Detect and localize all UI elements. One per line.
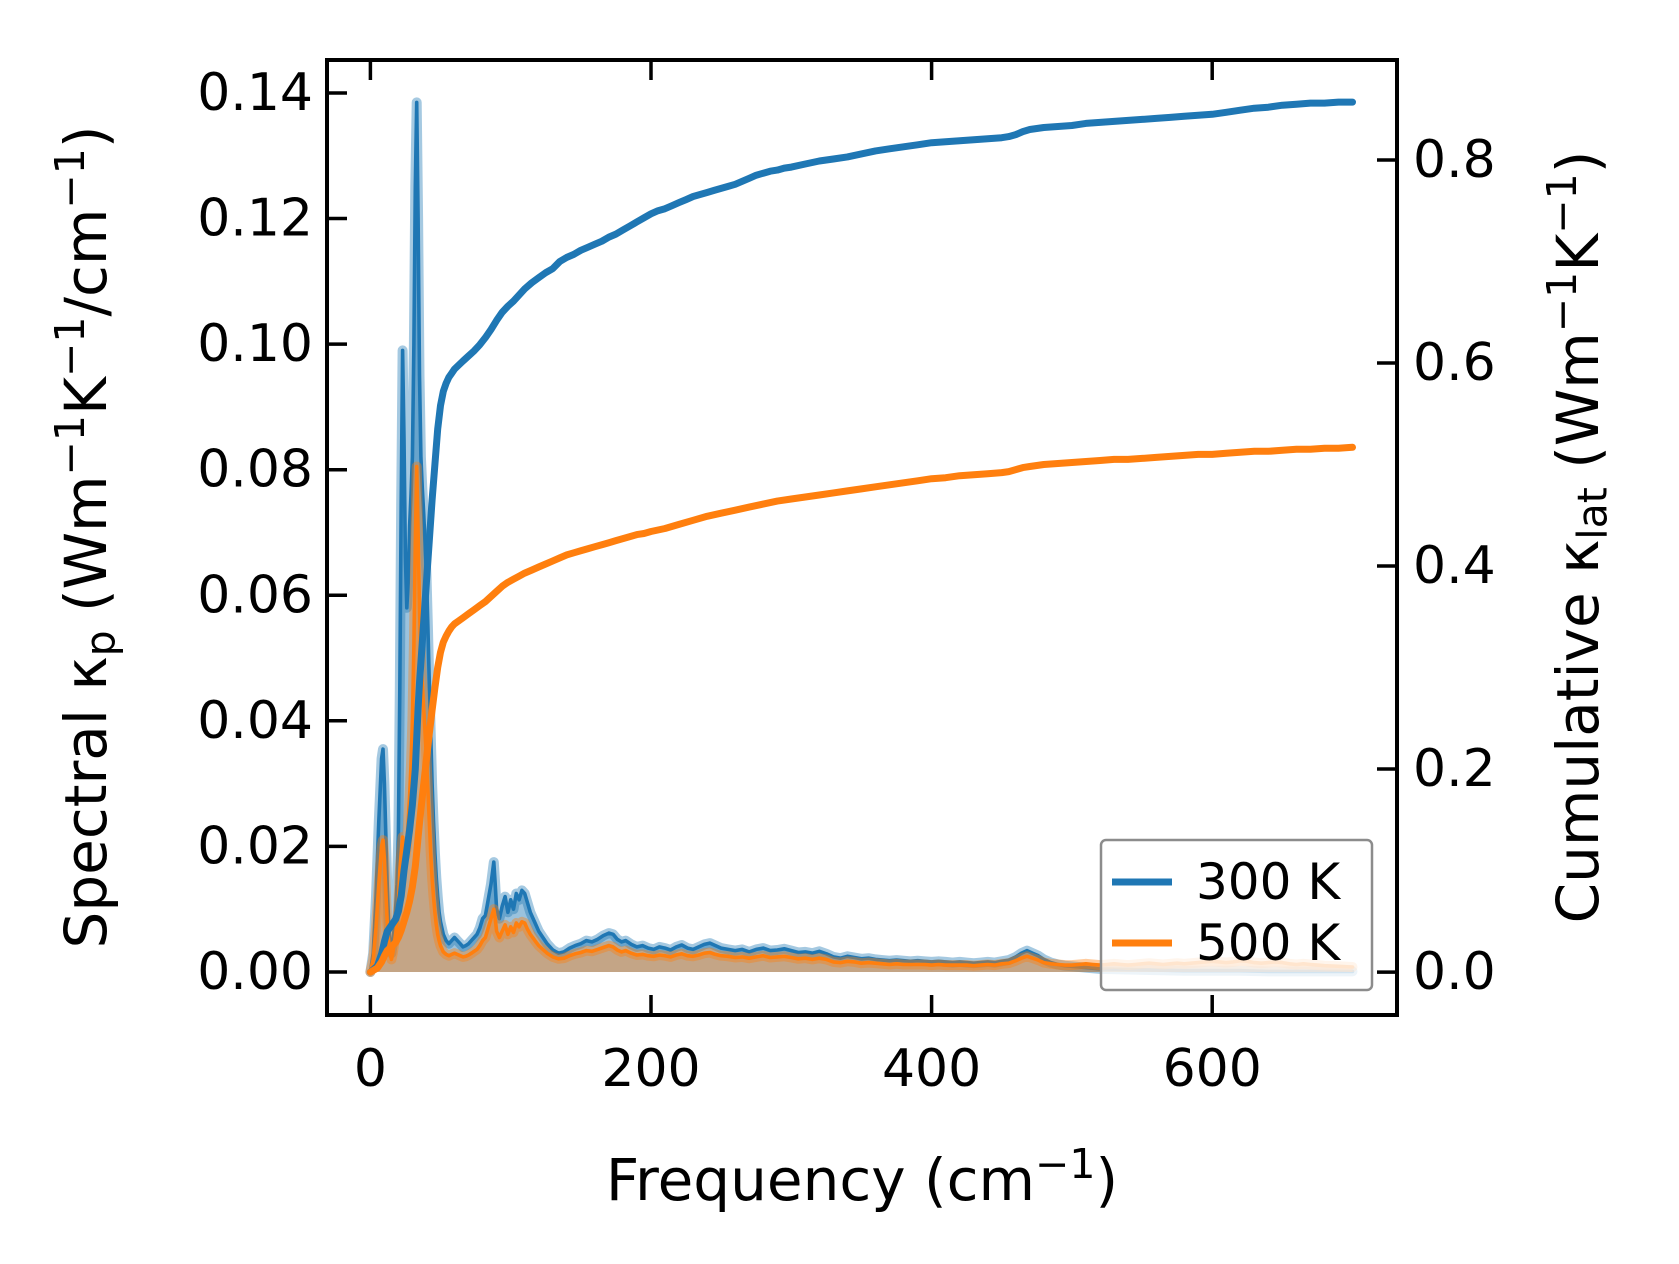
- y-tick-label-left: 0.08: [197, 440, 313, 500]
- y-axis-label-right: Cumulative κlat (Wm−1K−1): [1538, 151, 1617, 924]
- y-tick-label-left: 0.02: [197, 816, 313, 876]
- cumulative-line-500K: [366, 443, 1356, 976]
- y-tick-label-left: 0.00: [197, 942, 313, 1002]
- axes-spines: [325, 58, 1399, 1017]
- tick-marks: [327, 60, 1397, 1015]
- y-tick-label-right: 0.6: [1413, 333, 1496, 393]
- y-tick-label-left: 0.14: [197, 63, 313, 123]
- spectral-line-500K: [368, 464, 1355, 974]
- x-tick-label: 200: [601, 1039, 700, 1099]
- y-tick-label-left: 0.06: [197, 565, 313, 625]
- x-tick-label: 0: [354, 1039, 387, 1099]
- y-tick-label-left: 0.10: [197, 314, 313, 374]
- spectral-series-300K: [365, 97, 1358, 977]
- legend-entry-300K: 300 K: [1112, 853, 1341, 911]
- y-axis-label-left: Spectral κp (Wm−1K−1/cm−1): [46, 125, 125, 948]
- series-group: [365, 97, 1358, 977]
- tick-labels: 0 200 400 600 0.00 0.02 0.04 0.06 0.08 0.10 0.12 0.…: [197, 63, 1495, 1099]
- legend-label: 300 K: [1196, 853, 1341, 911]
- legend-label: 500 K: [1196, 914, 1341, 972]
- y-tick-label-right: 0.8: [1413, 130, 1496, 190]
- x-axis-label: Frequency (cm−1): [606, 1140, 1118, 1214]
- y-tick-label-left: 0.04: [197, 691, 313, 751]
- y-tick-label-right: 0.0: [1413, 942, 1496, 1002]
- legend-entry-500K: 500 K: [1112, 914, 1341, 972]
- y-tick-label-left: 0.12: [197, 189, 313, 249]
- y-tick-label-right: 0.2: [1413, 739, 1496, 799]
- spectral-line-300K: [368, 100, 1355, 974]
- spectral-series-500K: [365, 461, 1358, 977]
- x-tick-label: 600: [1163, 1039, 1262, 1099]
- legend-box: [1099, 838, 1374, 992]
- cumulative-line-300K: [366, 98, 1356, 976]
- y-tick-label-right: 0.4: [1413, 536, 1496, 596]
- x-tick-label: 400: [882, 1039, 981, 1099]
